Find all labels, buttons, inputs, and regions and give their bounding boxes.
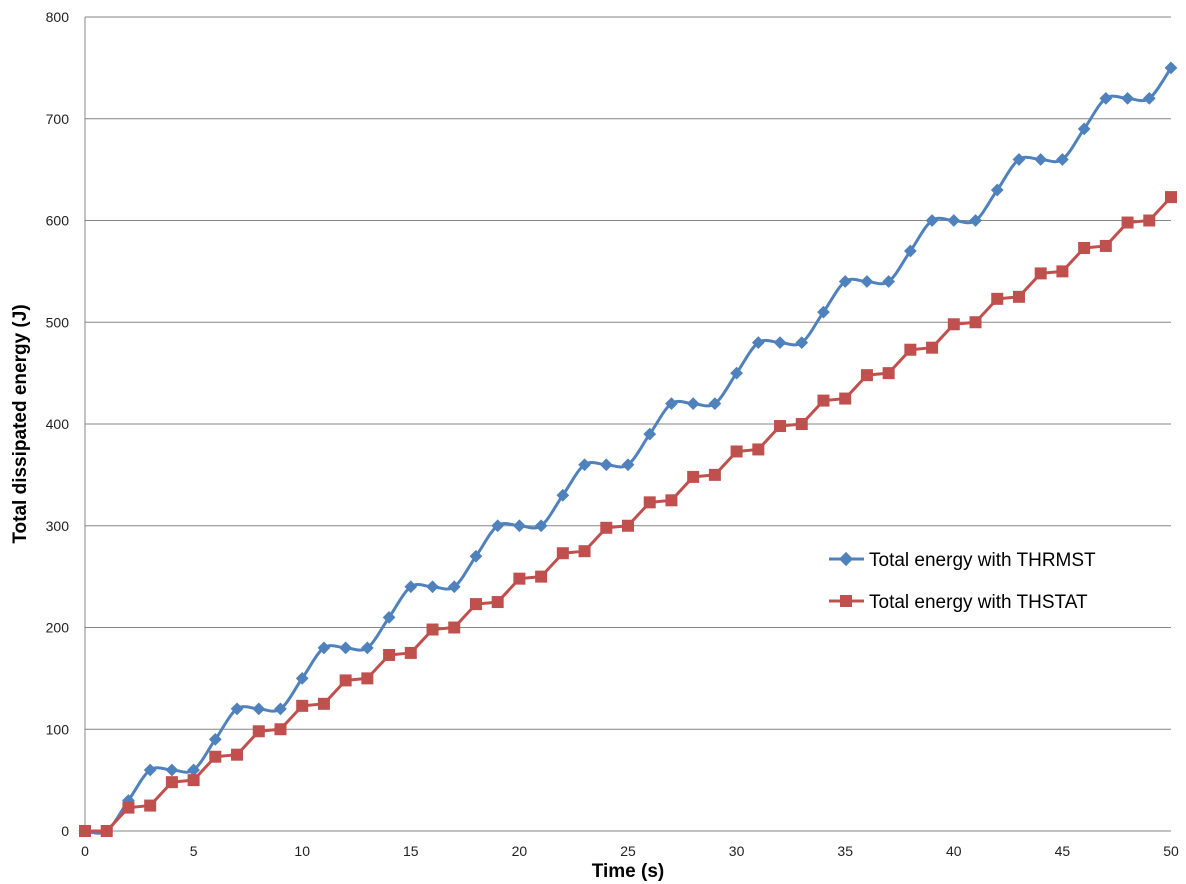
data-point-s1-3	[144, 799, 157, 812]
data-point-s1-22	[556, 547, 569, 560]
data-point-s1-44	[1034, 267, 1047, 280]
y-tick-label-400: 400	[46, 416, 70, 432]
data-point-s1-21	[535, 570, 548, 583]
data-point-s1-9	[274, 723, 287, 736]
data-point-s0-24	[599, 458, 613, 472]
data-point-s1-42	[991, 292, 1004, 305]
gridlines	[85, 16, 1171, 730]
data-point-s1-40	[947, 318, 960, 331]
y-tick-label-500: 500	[46, 314, 70, 330]
data-point-s1-34	[817, 394, 830, 407]
data-point-s1-19	[491, 596, 504, 609]
data-point-s1-30	[730, 445, 743, 458]
legend-label-thrmst: Total energy with THRMST	[869, 550, 1096, 571]
y-tick-label-100: 100	[46, 721, 70, 737]
data-point-s0-32	[773, 336, 787, 349]
data-point-s0-20	[513, 519, 526, 533]
data-point-s0-12	[339, 641, 353, 655]
data-point-s1-24	[600, 521, 613, 534]
data-point-s1-11	[317, 697, 330, 710]
data-point-s1-0	[79, 825, 91, 837]
data-point-s0-36	[860, 275, 874, 288]
y-tick-label-800: 800	[46, 9, 70, 25]
data-point-s0-8	[252, 702, 266, 716]
data-point-s1-49	[1143, 214, 1156, 227]
data-point-s0-4	[165, 763, 179, 777]
data-point-s1-36	[860, 369, 873, 382]
x-tick-label-45: 45	[1055, 843, 1071, 859]
x-tick-label-30: 30	[729, 843, 745, 859]
data-point-s1-23	[578, 545, 591, 558]
data-point-s1-28	[687, 470, 700, 483]
data-point-s1-14	[383, 648, 396, 661]
x-tick-label-15: 15	[403, 843, 419, 859]
data-point-s1-4	[165, 776, 178, 789]
data-point-s1-38	[904, 343, 917, 356]
x-tick-labels: 0 5 10 15 20 25 30 35 40 45 50	[81, 843, 1179, 859]
legend-label-thstat: Total energy with THSTAT	[869, 592, 1088, 613]
legend-item-thstat: Total energy with THSTAT	[829, 592, 1088, 613]
data-point-s1-20	[513, 572, 526, 585]
data-point-s1-47	[1099, 239, 1112, 252]
y-axis-title: Total dissipated energy (J)	[10, 304, 31, 543]
data-point-s1-13	[361, 672, 374, 685]
data-point-s1-29	[708, 468, 721, 481]
x-axis-title: Time (s)	[592, 861, 665, 882]
data-point-s0-44	[1034, 153, 1048, 166]
x-tick-label-20: 20	[512, 843, 528, 859]
data-point-s1-46	[1078, 241, 1091, 254]
data-point-s0-16	[426, 580, 439, 594]
data-point-s1-10	[296, 699, 309, 712]
x-tick-label-10: 10	[294, 843, 310, 859]
data-point-s1-16	[426, 623, 439, 636]
data-point-s1-8	[252, 725, 265, 738]
data-point-s1-7	[231, 748, 244, 761]
legend-item-thrmst: Total energy with THRMST	[829, 550, 1096, 571]
y-tick-label-600: 600	[46, 213, 70, 229]
data-point-s1-26	[643, 496, 656, 509]
data-point-s1-45	[1056, 265, 1069, 278]
data-point-s1-37	[882, 367, 895, 380]
data-point-s1-25	[622, 519, 634, 532]
data-point-s1-18	[469, 598, 482, 611]
data-point-s1-41	[969, 316, 982, 329]
x-tick-label-35: 35	[837, 843, 853, 859]
data-point-s1-6	[209, 750, 222, 763]
data-point-s1-12	[339, 674, 352, 687]
data-point-s1-1	[100, 825, 113, 837]
data-point-s1-17	[448, 621, 461, 634]
data-point-s1-5	[187, 774, 200, 787]
data-point-s1-50	[1165, 191, 1177, 204]
y-tick-label-200: 200	[46, 620, 70, 636]
x-tick-label-0: 0	[81, 843, 89, 859]
legend: Total energy with THRMST Total energy wi…	[829, 550, 1096, 613]
data-point-s1-15	[404, 646, 417, 659]
y-tick-label-0: 0	[61, 823, 69, 839]
x-tick-label-40: 40	[946, 843, 962, 859]
series-line-0	[84, 67, 1173, 835]
y-tick-label-300: 300	[46, 518, 70, 534]
data-point-s1-27	[665, 494, 678, 507]
data-point-s1-2	[122, 801, 135, 814]
series-line-1	[85, 196, 1173, 833]
y-tick-labels: 0 100 200 300 400 500 600 700 800	[46, 9, 70, 839]
data-point-s0-28	[686, 397, 700, 411]
data-point-s1-33	[795, 418, 808, 430]
data-point-s1-48	[1121, 216, 1134, 229]
data-point-s0-48	[1121, 92, 1134, 105]
x-tick-label-50: 50	[1163, 843, 1179, 859]
legend-marker-thrmst	[838, 551, 854, 567]
legend-marker-thstat	[840, 595, 852, 607]
data-point-s0-40	[947, 214, 961, 227]
x-tick-label-5: 5	[190, 843, 198, 859]
data-point-s1-35	[839, 392, 852, 405]
series-layer	[78, 61, 1178, 838]
y-tick-label-700: 700	[46, 111, 70, 127]
data-point-s1-39	[926, 341, 939, 354]
data-point-s1-31	[752, 443, 765, 456]
data-point-s1-32	[774, 420, 787, 433]
x-tick-label-25: 25	[620, 843, 636, 859]
data-point-s1-43	[1012, 290, 1025, 303]
